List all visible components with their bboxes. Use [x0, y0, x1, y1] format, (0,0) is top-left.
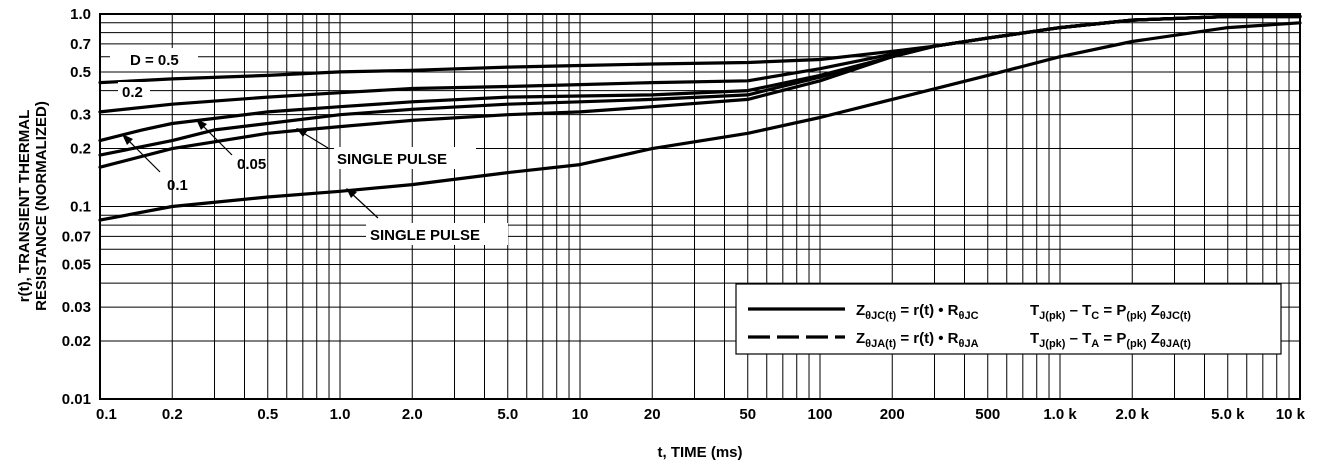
annotation-d005: 0.05 — [237, 156, 266, 173]
x-tick-label: 2.0 k — [1116, 406, 1150, 423]
x-tick-label: 2.0 — [402, 406, 423, 423]
y-tick-label: 0.05 — [62, 256, 91, 273]
annotation-d02: 0.2 — [122, 84, 143, 101]
x-tick-labels: 0.1 0.2 0.5 1.0 2.0 5.0 10 20 50 100 200 500 1.0 k 2.… — [96, 406, 1306, 423]
x-tick-label: 20 — [644, 406, 661, 423]
annotation-d005-arrowhead — [196, 119, 207, 130]
legend-box — [735, 283, 1282, 355]
annotation-d05-bg — [110, 48, 198, 70]
x-tick-label: 1.0 — [330, 406, 351, 423]
y-tick-label: 0.01 — [62, 391, 91, 408]
legend-row-2-right: TJ(pk) – TA = P(pk) ZθJA(t) — [1030, 330, 1191, 350]
annotation-d01-arrow — [125, 137, 161, 173]
x-tick-label: 50 — [739, 406, 756, 423]
annotation-d02-bg — [118, 82, 150, 100]
y-tick-label: 0.03 — [62, 299, 91, 316]
series-curve — [98, 21, 1302, 222]
series-curve — [98, 14, 1302, 169]
x-tick-label: 100 — [807, 406, 832, 423]
x-tick-label: 5.0 — [497, 406, 518, 423]
legend-row-1-right: TJ(pk) – TC = P(pk) ZθJC(t) — [1030, 302, 1191, 322]
annotation-d05: D = 0.5 — [130, 52, 179, 69]
legend: ZθJC(t) = r(t) • RθJC TJ(pk) – TC = P(pk… — [735, 283, 1282, 355]
annotation-single-pulse-ja-bg — [366, 223, 508, 245]
x-tick-label: 200 — [880, 406, 905, 423]
x-tick-label: 0.2 — [162, 406, 183, 423]
y-tick-label: 0.02 — [62, 333, 91, 350]
series-curve — [98, 14, 1302, 85]
annotation-single-pulse-ja: SINGLE PULSE — [370, 227, 480, 244]
annotation-single-pulse-ja-arrowhead — [346, 188, 357, 198]
annotations: D = 0.5 0.2 0.1 0.05 SINGLE PULSE SINGLE… — [110, 48, 508, 245]
x-tick-label: 10 k — [1276, 406, 1306, 423]
x-tick-label: 0.5 — [257, 406, 278, 423]
x-tick-label: 5.0 k — [1211, 406, 1245, 423]
y-tick-label: 0.3 — [70, 107, 91, 124]
series-curve — [98, 14, 1302, 157]
annotation-single-pulse-jc: SINGLE PULSE — [337, 151, 447, 168]
annotation-single-pulse-jc-bg — [334, 147, 476, 169]
annotation-d005-arrow — [199, 122, 233, 156]
y-axis-title-line1: r(t), TRANSIENT THERMAL — [16, 110, 33, 302]
curves — [98, 14, 1302, 222]
x-axis-title: t, TIME (ms) — [658, 444, 743, 461]
y-tick-label: 0.5 — [70, 64, 91, 81]
y-tick-label: 0.7 — [70, 36, 91, 53]
annotation-d01-arrowhead — [122, 134, 133, 145]
annotation-d01: 0.1 — [167, 177, 188, 194]
x-tick-label: 500 — [975, 406, 1000, 423]
y-tick-labels: 1.0 0.7 0.5 0.3 0.2 0.1 0.07 0.05 0.03 0.02 0.01 — [62, 6, 91, 408]
x-tick-label: 10 — [572, 406, 589, 423]
x-tick-label: 0.1 — [96, 406, 117, 423]
plot-frame — [99, 13, 1301, 400]
y-axis-title: r(t), TRANSIENT THERMAL RESISTANCE (NORM… — [16, 101, 50, 311]
annotation-single-pulse-jc-arrowhead — [296, 128, 308, 137]
y-tick-label: 1.0 — [70, 6, 91, 23]
annotation-single-pulse-ja-arrow — [349, 191, 379, 219]
y-axis-title-line2: RESISTANCE (NORMALIZED) — [33, 101, 50, 311]
y-tick-label: 0.2 — [70, 141, 91, 158]
y-tick-label: 0.1 — [70, 199, 91, 216]
y-tick-label: 0.07 — [62, 228, 91, 245]
x-tick-label: 1.0 k — [1043, 406, 1077, 423]
